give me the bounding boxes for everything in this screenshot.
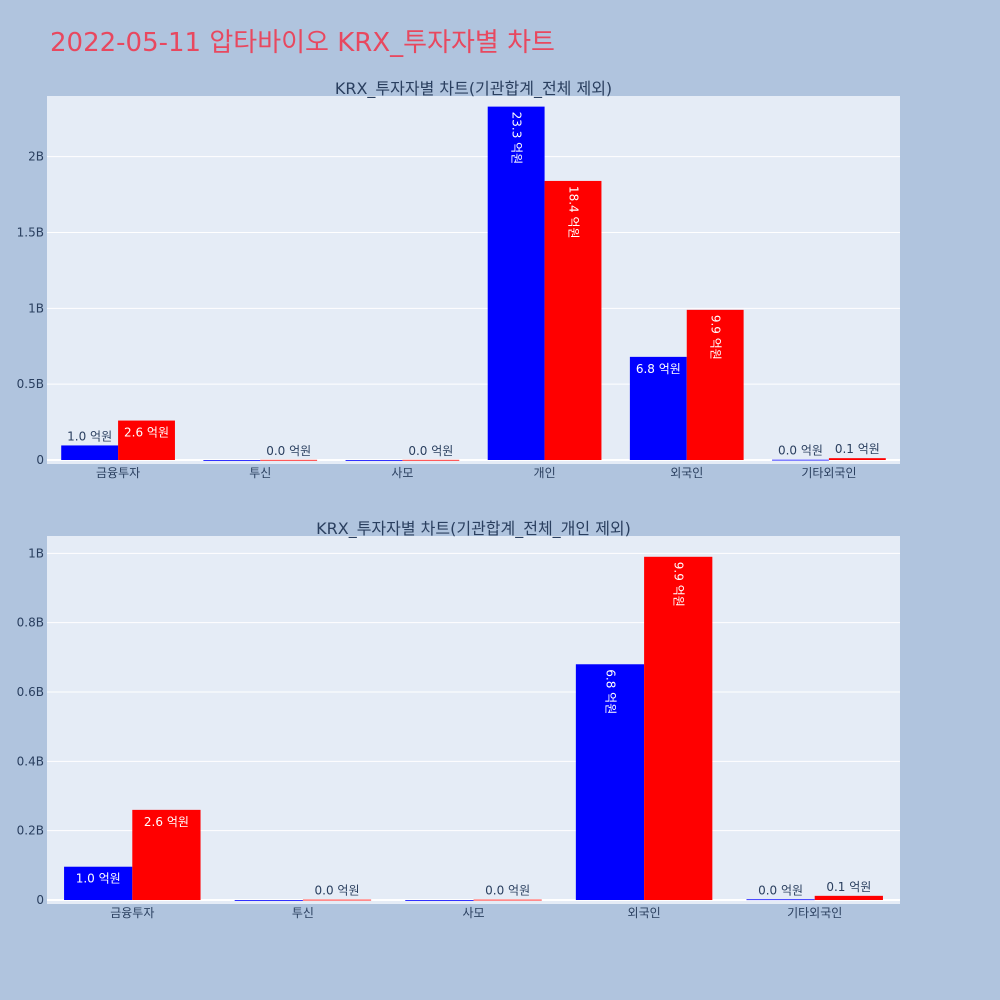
bar xyxy=(302,899,372,901)
bar xyxy=(686,309,744,460)
bar-value-label: 9.9 억원 xyxy=(709,315,723,360)
bar xyxy=(629,356,687,460)
y-tick-label: 0.2B xyxy=(17,824,44,838)
x-tick-label: 금융투자 xyxy=(96,466,140,480)
bar xyxy=(487,106,545,460)
bar xyxy=(402,459,460,461)
y-tick-label: 1B xyxy=(28,546,44,560)
bar-value-label: 0.1 억원 xyxy=(826,880,871,894)
bar xyxy=(118,420,175,460)
bar xyxy=(234,900,303,901)
y-tick-label: 2B xyxy=(28,150,44,164)
y-tick-label: 1B xyxy=(28,301,44,315)
x-tick-label: 사모 xyxy=(462,906,484,920)
bar xyxy=(772,459,829,461)
y-tick-label: 0.8B xyxy=(17,616,44,630)
bar xyxy=(260,459,318,461)
bar xyxy=(203,460,261,461)
x-tick-label: 금융투자 xyxy=(110,906,154,920)
chart-top: 0 0.5B 1B 1.5B 2B KRX_투자자별 차트(기관합계_전체 제외) 금융투자… xyxy=(17,79,900,480)
bar-value-label: 9.9 억원 xyxy=(672,562,686,607)
bar-value-label: 23.3 억원 xyxy=(510,112,524,165)
bar-value-label: 0.1 억원 xyxy=(835,442,880,456)
bar-value-label: 0.0 억원 xyxy=(315,884,360,898)
bar-value-label: 0.0 억원 xyxy=(485,884,530,898)
bar xyxy=(828,458,886,460)
bar xyxy=(64,866,133,900)
bar xyxy=(644,556,713,900)
bar-value-label: 1.0 억원 xyxy=(67,429,112,443)
y-tick-label: 0.6B xyxy=(17,685,44,699)
x-tick-label: 기타외국인 xyxy=(801,466,856,480)
y-tick-label: 0 xyxy=(36,453,44,467)
bar-value-label: 0.0 억원 xyxy=(778,444,823,458)
bar xyxy=(132,809,201,900)
bar xyxy=(473,899,542,901)
bar-value-label: 0.0 억원 xyxy=(266,444,311,458)
bar-value-label: 6.8 억원 xyxy=(603,669,617,714)
x-tick-label: 투신 xyxy=(249,466,271,480)
x-tick-label: 외국인 xyxy=(628,906,661,920)
x-tick-label: 투신 xyxy=(292,906,314,920)
bar xyxy=(61,445,119,460)
bar-value-label: 1.0 억원 xyxy=(76,872,121,886)
bar-value-label: 0.0 억원 xyxy=(408,444,453,458)
chart-title: KRX_투자자별 차트(기관합계_전체 제외) xyxy=(335,79,612,99)
plot-area xyxy=(47,96,900,464)
page-title: 2022-05-11 압타바이오 KRX_투자자별 차트 xyxy=(50,28,555,58)
y-tick-label: 0.5B xyxy=(17,377,44,391)
y-tick-label: 0 xyxy=(36,893,44,907)
y-tick-label: 0.4B xyxy=(17,754,44,768)
bar xyxy=(345,460,403,461)
chart-bottom: 0 0.2B 0.4B 0.6B 0.8B 1B KRX_투자자별 차트(기관합계_전체_개… xyxy=(17,519,900,920)
bar xyxy=(405,900,474,901)
bar-value-label: 6.8 억원 xyxy=(636,362,681,376)
y-tick-label: 1.5B xyxy=(17,226,44,240)
x-tick-label: 개인 xyxy=(534,466,556,480)
bar xyxy=(575,664,645,900)
bar-value-label: 18.4 억원 xyxy=(567,186,581,239)
x-tick-label: 기타외국인 xyxy=(787,906,842,920)
bar-value-label: 2.6 억원 xyxy=(124,426,169,440)
bar-value-label: 0.0 억원 xyxy=(758,883,803,897)
chart-title: KRX_투자자별 차트(기관합계_전체_개인 제외) xyxy=(316,519,631,539)
bar-value-label: 2.6 억원 xyxy=(144,815,189,829)
bar xyxy=(544,180,602,460)
bar xyxy=(746,899,815,901)
bar xyxy=(814,895,883,900)
x-tick-label: 외국인 xyxy=(670,466,703,480)
x-tick-label: 사모 xyxy=(391,466,413,480)
